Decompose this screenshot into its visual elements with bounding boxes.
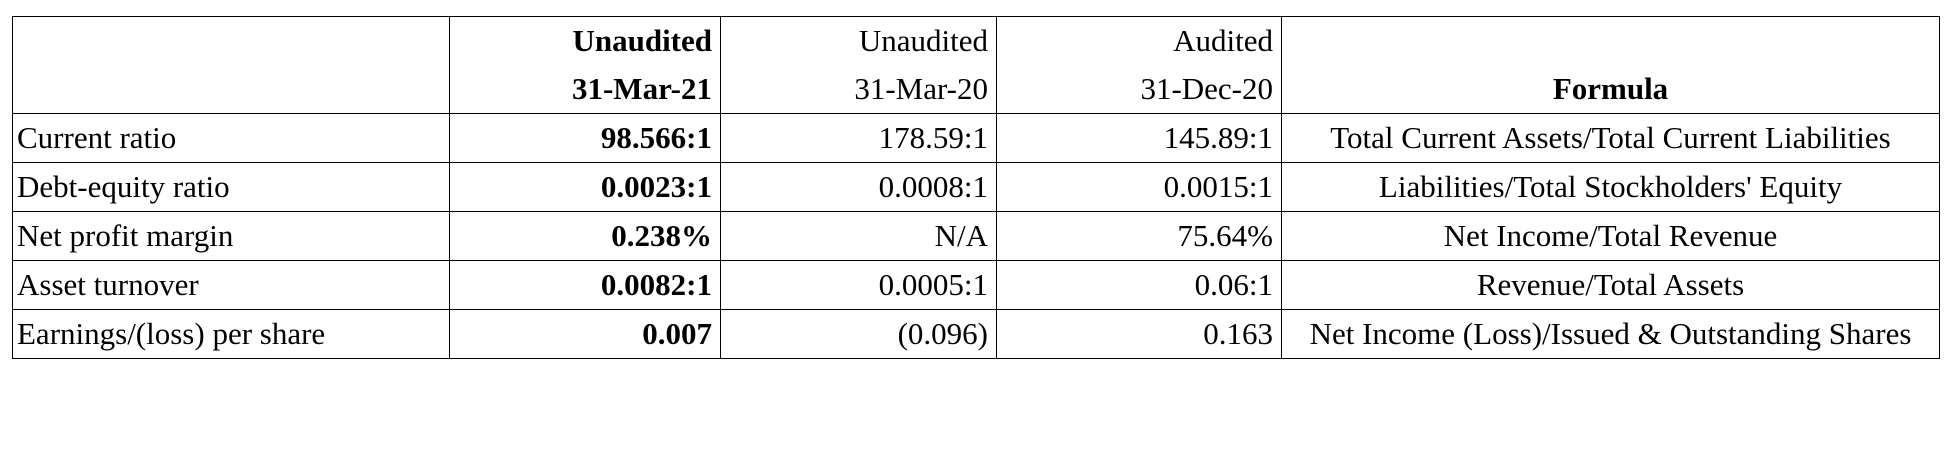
- row-label: Current ratio: [12, 113, 450, 163]
- header-text: Formula: [1552, 71, 1669, 106]
- table-row: Asset turnover 0.0082:1 0.0005:1 0.06:1 Reve…: [12, 260, 1940, 310]
- value-cell: 0.0023:1: [449, 162, 721, 212]
- value-cell: 75.64%: [996, 211, 1282, 261]
- header-text: Unaudited: [858, 23, 988, 58]
- formula-cell: Net Income/Total Revenue: [1281, 211, 1940, 261]
- value-cell: 0.0015:1: [996, 162, 1282, 212]
- header-cell: [12, 16, 450, 114]
- header-text: 31-Mar-21: [571, 71, 712, 106]
- header-text: Audited: [1173, 23, 1273, 58]
- table-row: Current ratio 98.566:1 178.59:1 145.89:1 Tot…: [12, 113, 1940, 163]
- value-cell: 0.0082:1: [449, 260, 721, 310]
- table-row: Net profit margin 0.238% N/A 75.64% Net Inco…: [12, 211, 1940, 261]
- value-cell: 0.163: [996, 309, 1282, 359]
- header-cell: Formula: [1281, 16, 1940, 114]
- header-text: Unaudited: [572, 23, 712, 58]
- table-row: Earnings/(loss) per share 0.007 (0.096) 0.1…: [12, 309, 1940, 359]
- row-label: Debt-equity ratio: [12, 162, 450, 212]
- value-cell: 0.06:1: [996, 260, 1282, 310]
- value-cell: 98.566:1: [449, 113, 721, 163]
- value-cell: (0.096): [720, 309, 997, 359]
- row-label: Net profit margin: [12, 211, 450, 261]
- value-cell: N/A: [720, 211, 997, 261]
- value-cell: 0.0008:1: [720, 162, 997, 212]
- row-label: Asset turnover: [12, 260, 450, 310]
- header-cell: Unaudited 31-Mar-20: [720, 16, 997, 114]
- header-text: 31-Dec-20: [1140, 71, 1273, 106]
- formula-cell: Revenue/Total Assets: [1281, 260, 1940, 310]
- row-label: Earnings/(loss) per share: [12, 309, 450, 359]
- formula-cell: Liabilities/Total Stockholders' Equity: [1281, 162, 1940, 212]
- value-cell: 178.59:1: [720, 113, 997, 163]
- header-cell: Unaudited 31-Mar-21: [449, 16, 721, 114]
- formula-cell: Net Income (Loss)/Issued & Outstanding S…: [1281, 309, 1940, 359]
- header-cell: Audited 31-Dec-20: [996, 16, 1282, 114]
- header-row: Unaudited 31-Mar-21 Unaudited 31-Mar-20 Audi…: [12, 16, 1940, 114]
- value-cell: 0.0005:1: [720, 260, 997, 310]
- ratio-table: Unaudited 31-Mar-21 Unaudited 31-Mar-20 Audi…: [12, 16, 1940, 359]
- value-cell: 145.89:1: [996, 113, 1282, 163]
- value-cell: 0.007: [449, 309, 721, 359]
- header-text: 31-Mar-20: [854, 71, 988, 106]
- value-cell: 0.238%: [449, 211, 721, 261]
- formula-cell: Total Current Assets/Total Current Liabi…: [1281, 113, 1940, 163]
- table-row: Debt-equity ratio 0.0023:1 0.0008:1 0.0015:…: [12, 162, 1940, 212]
